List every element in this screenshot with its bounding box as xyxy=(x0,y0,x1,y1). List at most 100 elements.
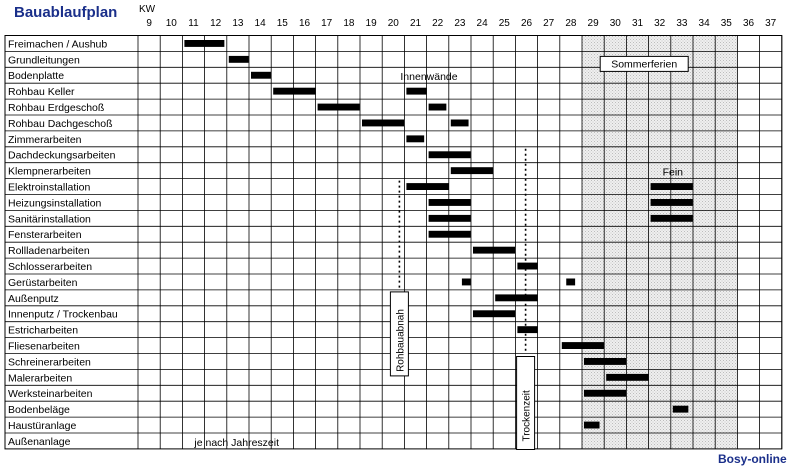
week-label: 10 xyxy=(166,18,178,29)
week-label: 29 xyxy=(588,18,600,29)
week-label: 19 xyxy=(366,18,378,29)
task-label: Rollladenarbeiten xyxy=(8,245,90,257)
week-label: 33 xyxy=(676,18,688,29)
task-label: Außenanlage xyxy=(8,436,71,448)
task-label: Grundleitungen xyxy=(8,54,80,66)
innenwaende-note: Innenwände xyxy=(400,71,457,83)
task-bar xyxy=(461,278,471,286)
week-label: 34 xyxy=(699,18,711,29)
week-label: 25 xyxy=(499,18,511,29)
task-bar xyxy=(273,87,316,95)
task-label: Gerüstarbeiten xyxy=(8,277,78,289)
task-label: Rohbau Dachgeschoß xyxy=(8,118,112,130)
week-header-label: KW xyxy=(139,4,156,15)
week-label: 36 xyxy=(743,18,755,29)
task-bar xyxy=(184,40,225,47)
task-bar xyxy=(584,421,600,429)
task-bar xyxy=(566,278,576,286)
task-bar xyxy=(428,230,471,238)
task-bar xyxy=(650,199,693,206)
jahreszeit-note: je nach Jahreszeit xyxy=(193,437,279,449)
week-label: 12 xyxy=(210,18,222,29)
task-bar xyxy=(672,405,689,413)
task-bar xyxy=(406,183,449,190)
rohbauabnahme-label: Rohbauabnah xyxy=(395,309,406,372)
task-bar xyxy=(450,167,493,175)
chart-title: Bauablaufplan xyxy=(14,4,117,21)
sommerferien-label: Sommerferien xyxy=(611,58,677,70)
sommerferien-box xyxy=(599,55,689,72)
week-label: 26 xyxy=(521,18,533,29)
task-bar xyxy=(606,373,649,381)
task-label: Schreinerarbeiten xyxy=(8,356,91,368)
week-label: 23 xyxy=(454,18,466,29)
task-bar xyxy=(251,71,271,79)
task-bar xyxy=(428,103,447,111)
week-label: 27 xyxy=(543,18,555,29)
week-label: 30 xyxy=(610,18,622,29)
week-label: 13 xyxy=(232,18,244,29)
task-bar xyxy=(517,262,538,270)
week-label: 21 xyxy=(410,18,422,29)
task-label: Freimachen / Aushub xyxy=(8,38,107,50)
week-label: 28 xyxy=(565,18,577,29)
task-bar xyxy=(650,214,693,222)
task-label: Zimmerarbeiten xyxy=(8,134,82,146)
brand-label: Bosy-online xyxy=(718,452,787,466)
week-label: 18 xyxy=(343,18,355,29)
week-label: 20 xyxy=(388,18,400,29)
task-bar xyxy=(584,389,627,397)
task-label: Fensterarbeiten xyxy=(8,229,82,241)
week-label: 14 xyxy=(255,18,267,29)
task-bar xyxy=(473,310,516,318)
week-label: 35 xyxy=(721,18,733,29)
task-bar xyxy=(428,151,471,159)
week-label: 31 xyxy=(632,18,644,29)
task-label: Elektroinstallation xyxy=(8,182,90,194)
task-label: Bodenbeläge xyxy=(8,404,70,416)
task-label: Außenputz xyxy=(8,293,59,305)
task-label: Fliesenarbeiten xyxy=(8,341,80,353)
task-label: Sanitärinstallation xyxy=(8,213,91,225)
week-label: 22 xyxy=(432,18,444,29)
task-bar xyxy=(228,55,249,63)
task-bar xyxy=(362,119,405,127)
task-bar xyxy=(428,199,471,206)
task-label: Rohbau Erdgeschoß xyxy=(8,102,104,114)
task-bar xyxy=(450,119,469,127)
week-label: 32 xyxy=(654,18,666,29)
task-bar xyxy=(561,342,604,349)
trockenzeit-label: Trockenzeit xyxy=(522,390,533,442)
task-bar xyxy=(317,103,360,111)
rohbauabnahme-box xyxy=(389,291,409,377)
week-label: 16 xyxy=(299,18,311,29)
task-label: Estricharbeiten xyxy=(8,325,78,337)
task-bar xyxy=(406,135,425,143)
task-label: Malerarbeiten xyxy=(8,372,72,384)
task-label: Rohbau Keller xyxy=(8,86,75,98)
task-bar xyxy=(517,326,538,334)
task-bar xyxy=(406,87,427,95)
fein-note: Fein xyxy=(663,167,684,179)
week-label: 37 xyxy=(765,18,777,29)
task-label: Werksteinarbeiten xyxy=(8,388,93,400)
task-label: Schlosserarbeiten xyxy=(8,261,92,273)
task-bar xyxy=(495,294,538,302)
trockenzeit-box xyxy=(516,356,536,450)
task-bar xyxy=(473,246,516,254)
week-label: 24 xyxy=(477,18,489,29)
week-label: 17 xyxy=(321,18,333,29)
week-label: 11 xyxy=(188,18,199,29)
task-bar xyxy=(428,214,471,222)
task-label: Bodenplatte xyxy=(8,70,64,82)
task-label: Klempnerarbeiten xyxy=(8,166,91,178)
task-label: Dachdeckungsarbeiten xyxy=(8,150,116,162)
task-label: Haustüranlage xyxy=(8,420,76,432)
task-label: Heizungsinstallation xyxy=(8,197,102,209)
week-label: 15 xyxy=(277,18,289,29)
task-bar xyxy=(650,183,693,190)
task-label: Innenputz / Trockenbau xyxy=(8,309,118,321)
week-label: 9 xyxy=(146,18,152,29)
task-bar xyxy=(584,358,627,365)
